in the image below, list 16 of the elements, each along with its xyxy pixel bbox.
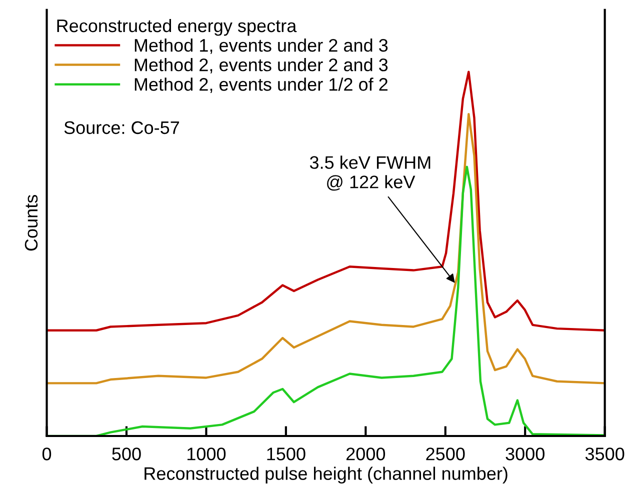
x-tick-label: 2000 [346,448,386,460]
x-tick-label: 2500 [426,448,465,460]
y-axis-title: Counts [24,195,38,251]
legend-label: Method 2, events under 1/2 of 2 [134,78,388,93]
x-tick-label: 1500 [267,448,306,460]
legend-label: Method 1, events under 2 and 3 [134,38,388,54]
x-tick-label: 500 [112,448,141,460]
x-axis-title: Reconstructed pulse height (channel number) [144,466,508,484]
x-tick-label: 1000 [188,448,226,460]
legend-label: Method 2, events under 2 and 3 [134,58,388,74]
legend-title: Reconstructed energy spectra [57,18,297,36]
x-tick-label: 3000 [506,448,544,460]
x-tick-label: 0 [42,448,52,460]
annotation: Source: Co-57 [64,121,180,134]
x-tick-label: 3500 [585,448,624,460]
annotation: 3.5 keV FWHM @ 122 keV [310,156,430,191]
